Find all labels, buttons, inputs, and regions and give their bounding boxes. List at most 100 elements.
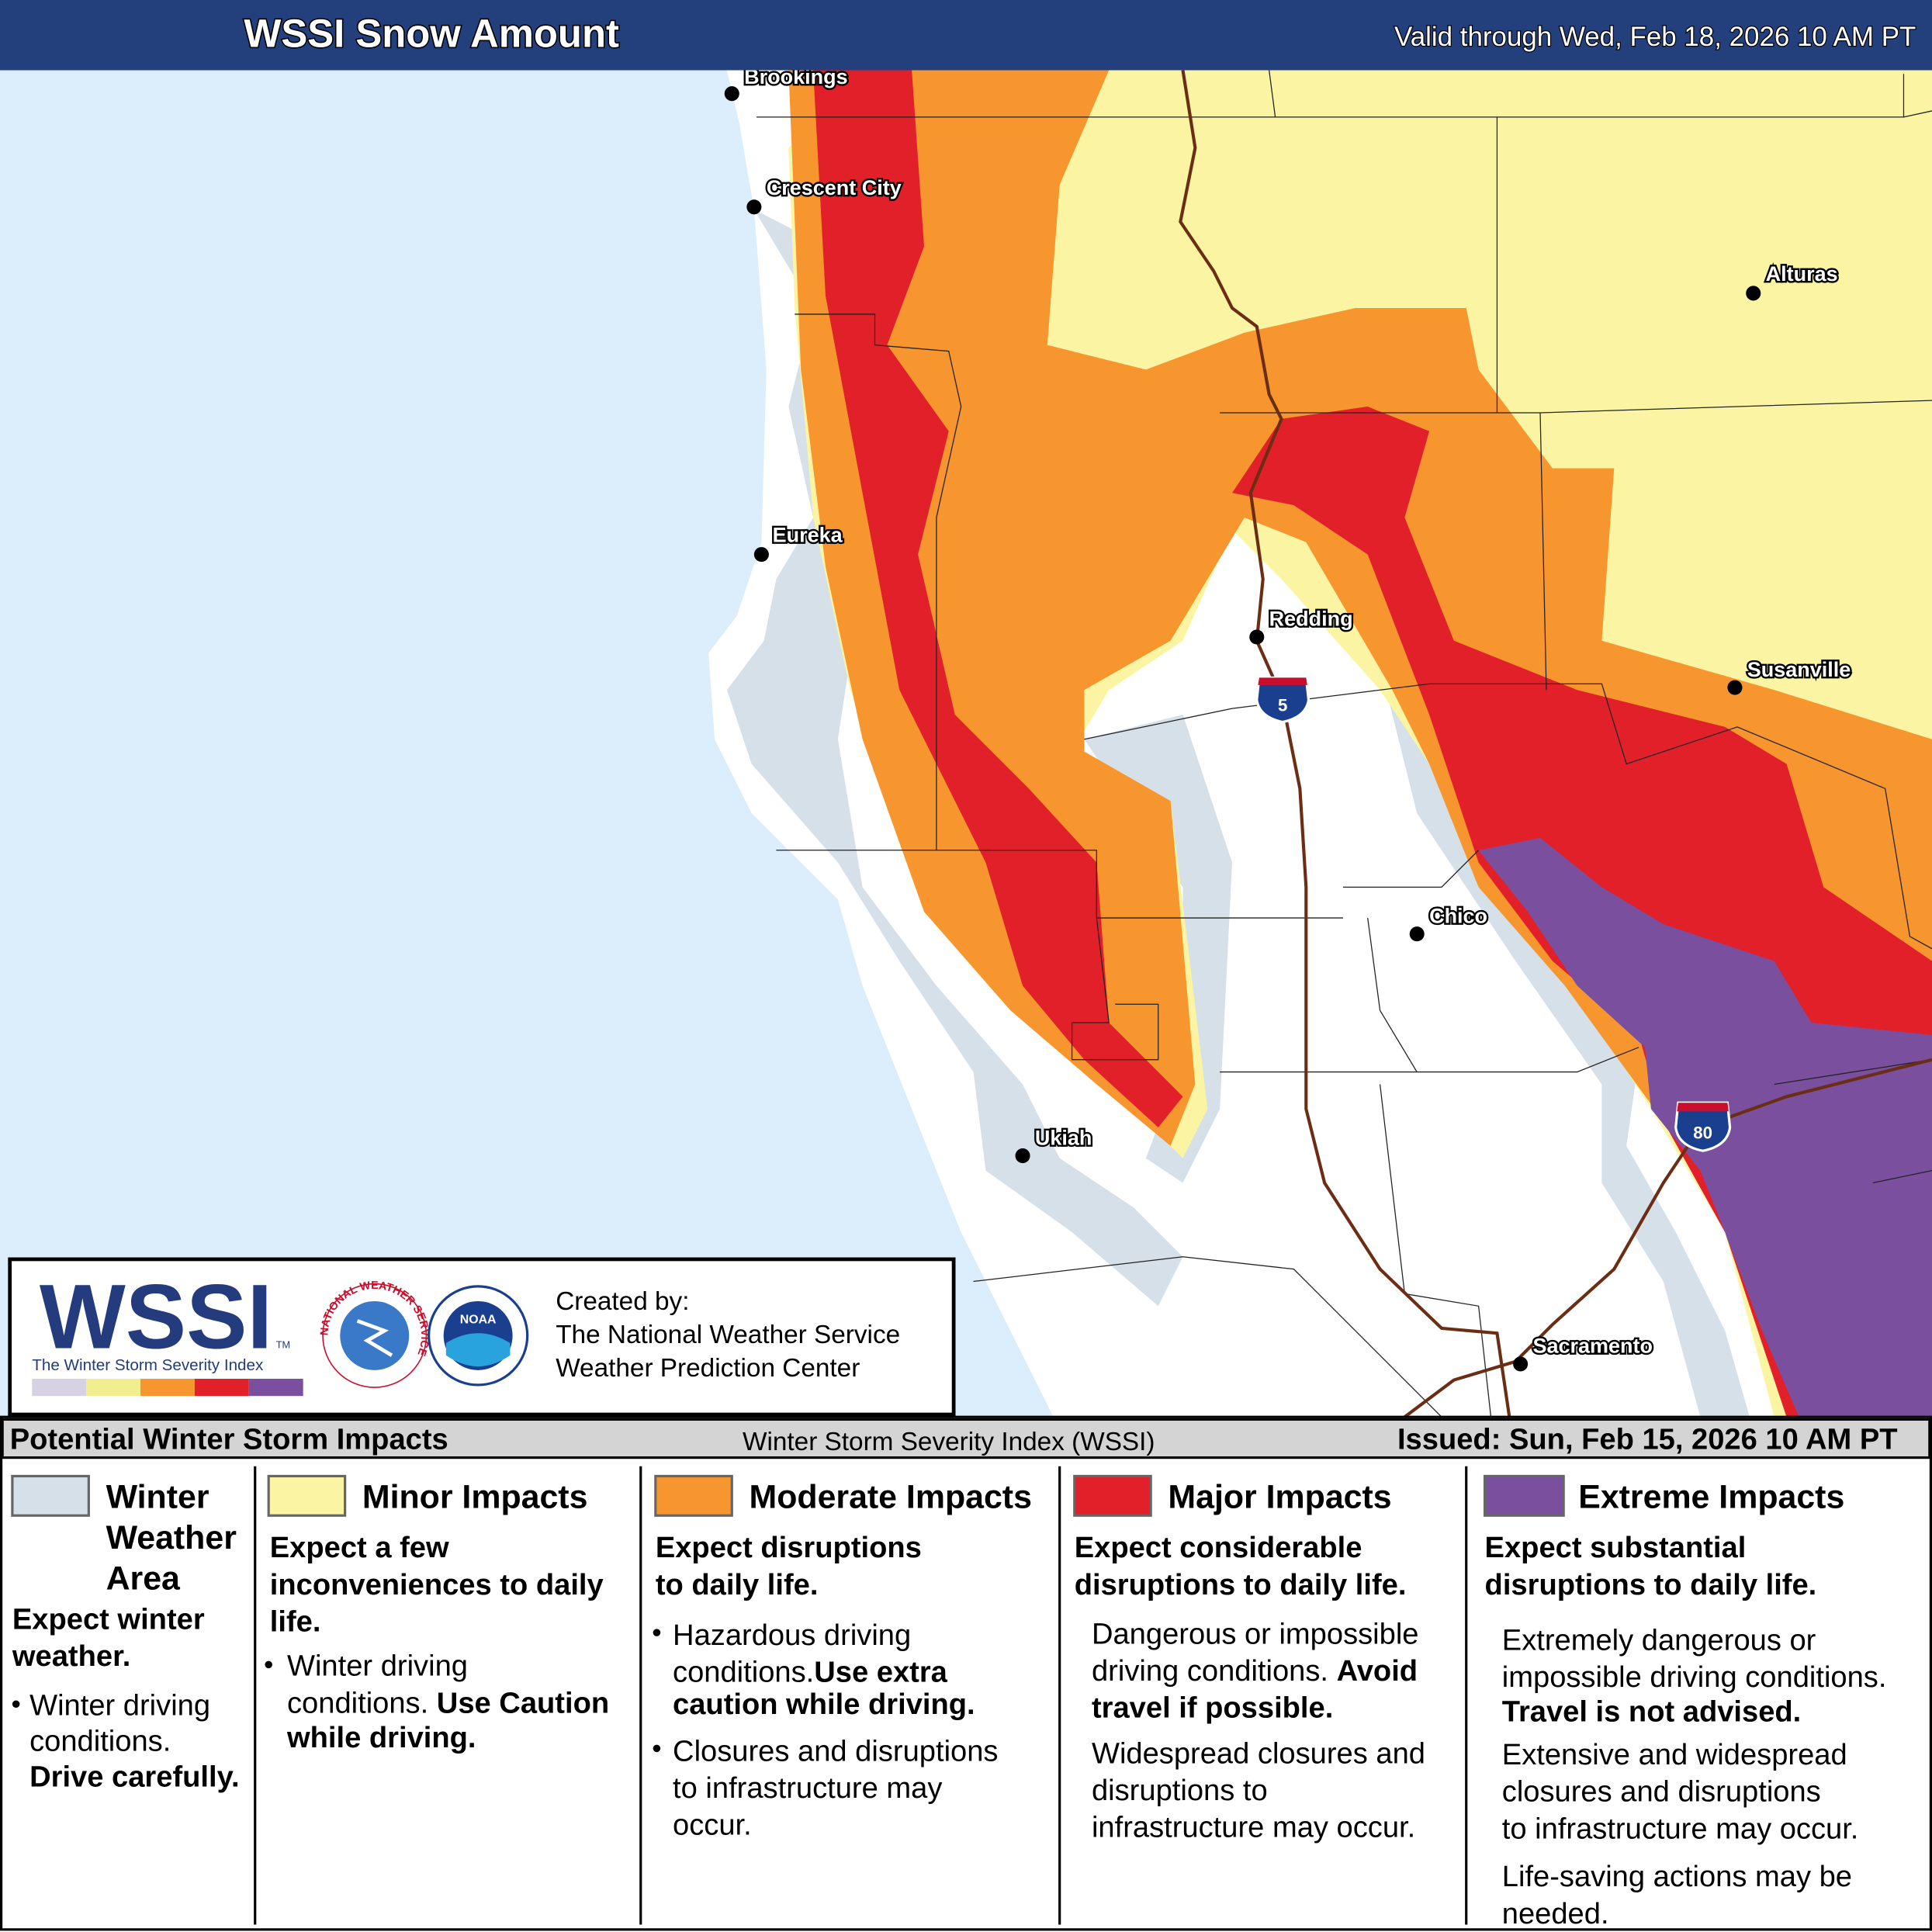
detail: Widespread closures and [1092,1737,1425,1770]
scale-swatch [248,1378,303,1397]
scale-swatch [194,1378,249,1397]
city-dot [1727,680,1743,695]
detail: Hazardous driving [673,1619,911,1652]
issued-time: Issued: Sun, Feb 15, 2026 10 AM PT [1397,1424,1898,1456]
city-dot [1513,1356,1529,1372]
tagline: The Winter Storm Severity Index [32,1356,264,1374]
category-name: Area [106,1560,181,1598]
legend-heading: Potential Winter Storm Impacts [10,1424,448,1456]
bullet [653,1629,661,1636]
city-label: Chico [1429,904,1487,927]
city-label: Crescent City [767,176,902,199]
credit-line: Created by: [556,1287,689,1316]
detail-line: driving conditions. Avoid [1092,1655,1418,1688]
detail: occur. [673,1809,752,1842]
detail: Extensive and widespread [1502,1739,1847,1771]
summary: Expect considerable [1075,1532,1362,1564]
shield [1674,1101,1732,1152]
category-name: Moderate Impacts [750,1479,1032,1516]
credit-line: Weather Prediction Center [556,1354,860,1383]
detail: Use extra [814,1657,947,1689]
moderate-impacts-area [788,70,1932,1418]
summary: Expect a few [270,1532,449,1564]
city-dot [746,199,762,215]
city-markers: Brookings Crescent City Alturas Eureka R… [724,64,1853,1372]
swatch [654,1474,733,1517]
bullet [265,1660,272,1669]
detail-line: conditions. Use Caution [287,1687,609,1719]
detail: Dangerous or impossible [1092,1618,1419,1650]
swatch [1483,1474,1565,1517]
city-dot [1015,1148,1030,1164]
legend-column: Major Impacts Expect considerable disrup… [1073,1474,1425,1844]
category-name: Weather [106,1519,237,1556]
valid-time: Valid through Wed, Feb 18, 2026 10 AM PT [1394,22,1916,52]
detail: needed. [1502,1898,1609,1930]
detail: Travel is not advised. [1502,1695,1802,1728]
shield-top [1677,1103,1729,1112]
legend-column: Extreme Impacts Expect substantial disru… [1483,1474,1887,1930]
city-label: Alturas [1766,262,1838,286]
summary: disruptions to daily life. [1485,1569,1817,1601]
summary: to daily life. [656,1569,819,1601]
interstate-shield: 80 [1674,1101,1732,1152]
highway-number: 5 [1278,695,1287,715]
category-name: Minor Impacts [362,1479,588,1516]
category-name: Winter [106,1479,209,1516]
legend-frame [0,1415,1932,1931]
swatch [1073,1474,1152,1517]
interstate-shield: 5 [1255,676,1311,724]
city-dot [753,547,769,563]
summary: Expect disruptions [656,1532,922,1564]
summary: Expect substantial [1485,1532,1747,1564]
detail: Life-saving actions may be [1502,1861,1852,1893]
city-dot [1409,926,1425,942]
detail: Winter driving [287,1650,468,1683]
summary: inconveniences to daily [270,1569,604,1601]
city-label: Eureka [773,524,843,547]
major-impacts-area [813,70,1183,1128]
shield [1255,676,1311,724]
highway-number: 80 [1693,1123,1712,1142]
shield-top [1258,677,1307,685]
legend-column: Minor Impacts Expect a few inconvenience… [265,1474,609,1754]
category-name: Major Impacts [1168,1479,1391,1516]
detail: to infrastructure may occur. [1502,1813,1859,1845]
detail: caution while driving. [673,1688,975,1721]
ocean [0,70,1054,1418]
summary: life. [270,1606,321,1639]
detail: impossible driving conditions. [1502,1661,1887,1694]
detail: conditions. [287,1687,428,1719]
detail: to infrastructure may [673,1772,942,1805]
bullet [653,1744,661,1753]
detail: Avoid [1337,1655,1418,1688]
detail: travel if possible. [1092,1692,1333,1725]
detail: Drive carefully. [29,1761,239,1794]
scale-swatch [86,1378,141,1397]
detail: Extremely dangerous or [1502,1624,1816,1657]
legend-column: Moderate Impacts Expect disruptions to d… [653,1474,1032,1842]
highways [1179,70,1932,1418]
legend-header [1,1418,1931,1459]
city-label: Redding [1269,608,1353,631]
detail: driving conditions. [1092,1655,1328,1688]
nws-bolt [356,1319,393,1357]
noaa-text: NOAA [460,1314,497,1327]
legend-subheading: Winter Storm Severity Index (WSSI) [743,1428,1155,1456]
noaa-wave [445,1333,511,1367]
detail: Closures and disruptions [673,1735,998,1768]
detail: Use Caution [437,1687,609,1719]
swatch [11,1474,90,1517]
detail: while driving. [286,1722,476,1754]
summary: weather. [12,1640,131,1673]
city-label: Susanville [1747,658,1851,681]
wssi-wordmark: WSSI [40,1265,272,1367]
county-borders [757,70,1932,1418]
detail: Winter driving [29,1690,210,1723]
scale-swatch [140,1378,195,1397]
swatch [267,1474,347,1517]
logo-box: WSSI TM The Winter Storm Severity Index … [8,1257,956,1417]
city-label: Ukiah [1035,1126,1092,1149]
detail: infrastructure may occur. [1092,1812,1415,1844]
